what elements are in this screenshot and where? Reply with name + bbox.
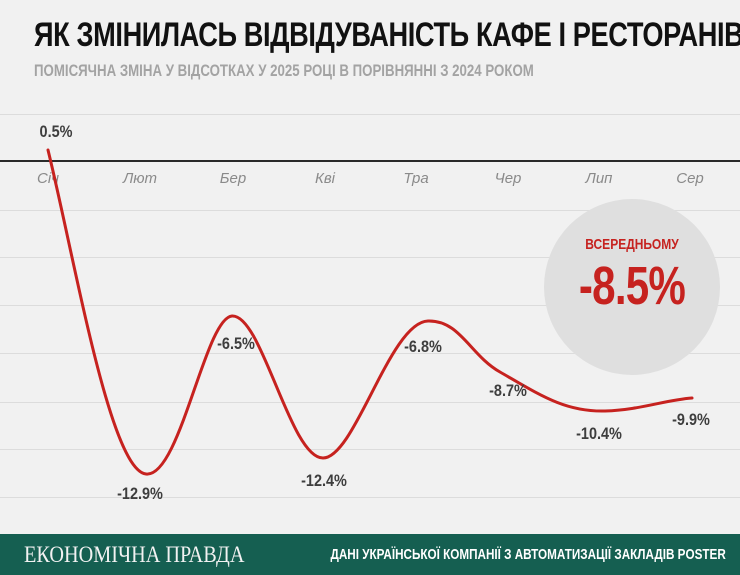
gridline [0,257,740,258]
data-label: -9.9% [672,410,710,429]
zero-baseline [0,160,740,162]
gridline [0,114,740,115]
data-label: -6.5% [217,334,255,353]
source-note: ДАНІ УКРАЇНСЬКОЇ КОМПАНІЇ З АВТОМАТИЗАЦІ… [330,546,726,563]
average-value: -8.5% [578,256,686,316]
gridline [0,305,740,306]
x-tick-label: Лют [122,170,158,187]
x-tick-label: Сер [676,170,704,187]
gridline [0,353,740,354]
data-label: 0.5% [39,122,73,141]
gridline [0,210,740,211]
brand-logo: ЕКОНОМІЧНА ПРАВДА [24,542,245,567]
gridline [0,402,740,403]
gridline [0,449,740,450]
chart-title: ЯК ЗМІНИЛАСЬ ВІДВІДУВАНІСТЬ КАФЕ І РЕСТО… [34,16,740,54]
x-tick-label: Тра [403,170,429,187]
chart-subtitle: ПОМІСЯЧНА ЗМІНА У ВІДСОТКАХ У 2025 РОЦІ … [34,61,534,80]
average-badge: ВСЕРЕДНЬОМУ -8.5% [544,199,720,375]
data-label: -8.7% [489,381,527,400]
x-tick-label: Чер [494,170,522,187]
x-tick-label: Бер [219,170,247,187]
data-label: -12.4% [301,471,347,490]
data-label: -10.4% [576,424,622,443]
data-label: -6.8% [404,337,442,356]
gridline [0,497,740,498]
footer-bar: ЕКОНОМІЧНА ПРАВДА ДАНІ УКРАЇНСЬКОЇ КОМПА… [0,534,740,575]
average-label: ВСЕРЕДНЬОМУ [585,236,679,253]
x-tick-label: Лип [585,170,613,187]
data-label: -12.9% [117,484,163,503]
x-tick-label: Кві [314,170,336,187]
trend-line [46,148,694,476]
